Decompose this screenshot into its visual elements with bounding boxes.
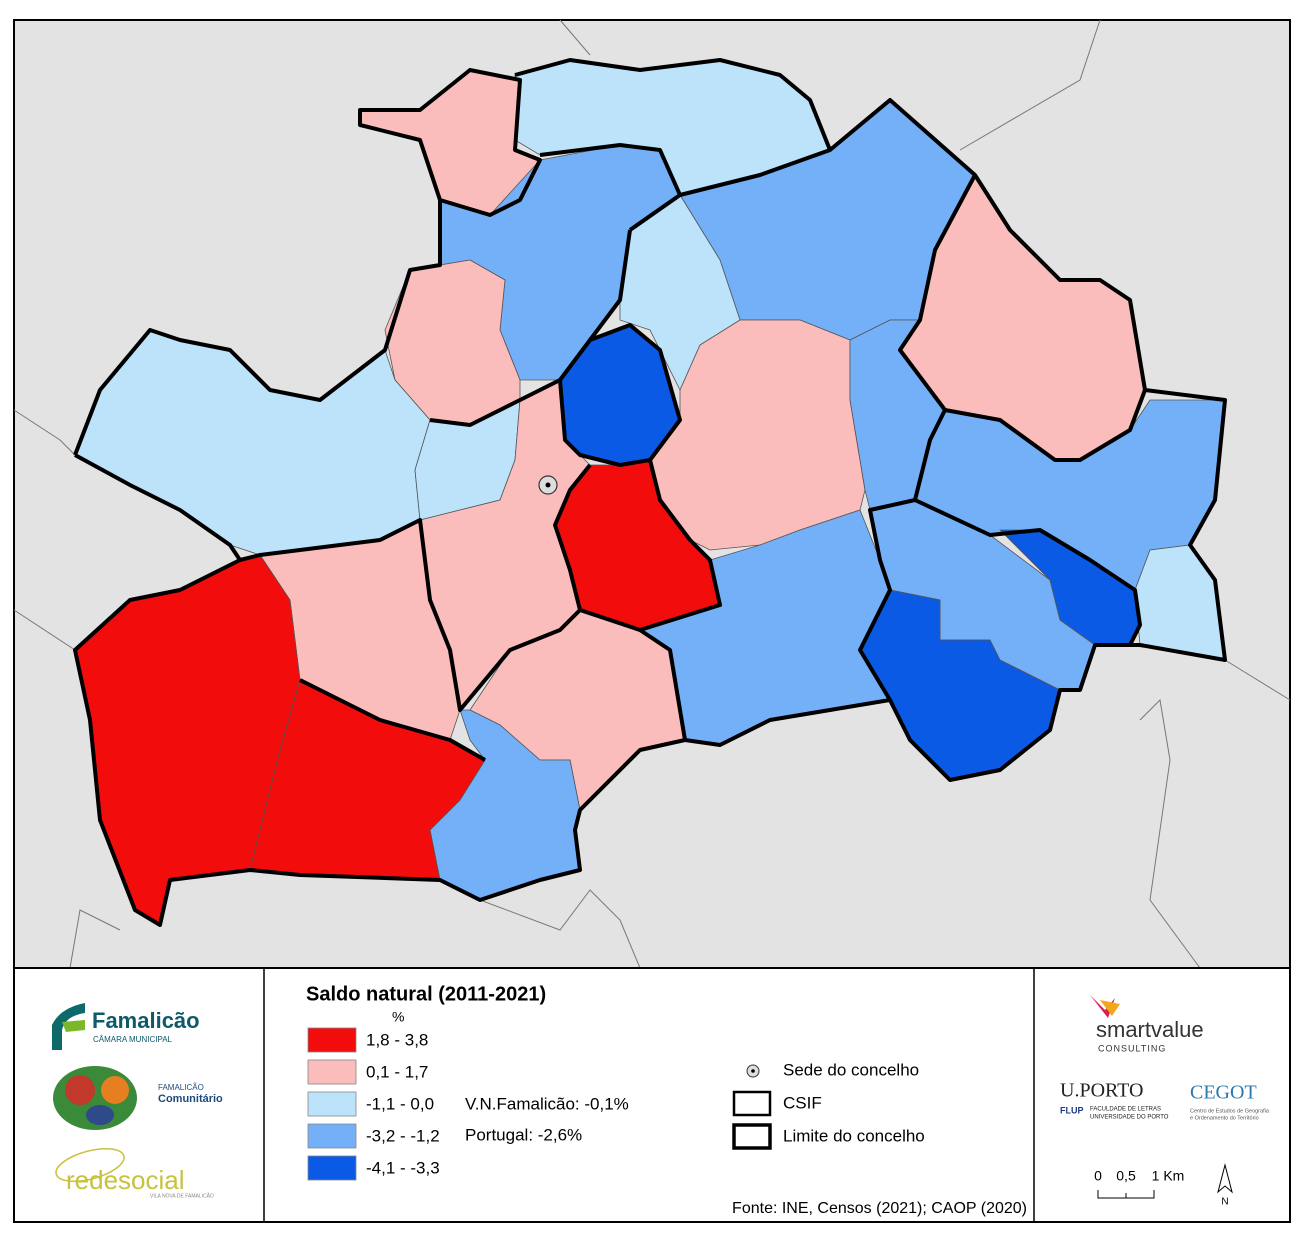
logo-text: CONSULTING (1098, 1043, 1166, 1053)
logo-mark (62, 1020, 85, 1032)
boundary (13, 409, 76, 456)
legend-panel (13, 967, 1291, 1223)
limit-legend-symbol (732, 1123, 772, 1150)
csif-line (944, 389, 1147, 462)
logo-text: VILA NOVA DE FAMALICÃO (150, 1192, 214, 1199)
logo-text: FAMALICÃO (158, 1083, 204, 1092)
logo-uporto: U.PORTO FLUP FACULDADE DE LETRAS UNIVERS… (1060, 1080, 1169, 1121)
legend-classes: 1,8 - 3,8 0,1 - 1,7 -1,1 - 0,0 -3,2 - -1,2 -… (307, 1027, 440, 1181)
legend-swatch (307, 1155, 357, 1181)
legend-swatch (307, 1059, 357, 1085)
logo-smartvalue: smartvalue CONSULTING (1090, 995, 1204, 1053)
legend-label: -4,1 - -3,3 (366, 1158, 440, 1177)
csif-line (429, 378, 561, 427)
logo-mark (86, 1105, 114, 1125)
scale-label: 1 Km (1152, 1168, 1185, 1184)
logo-comunitario: FAMALICÃO Comunitário (53, 1066, 223, 1130)
legend-symbol-label: Sede do concelho (783, 1060, 919, 1079)
logo-text: U.PORTO (1060, 1080, 1143, 1102)
legend-unit: % (392, 1009, 404, 1025)
csif-line (914, 498, 1142, 646)
boundary (13, 609, 76, 651)
csif-line (638, 628, 687, 741)
boundary (69, 909, 121, 969)
csif-line (588, 229, 632, 342)
logo-mark (55, 1147, 125, 1183)
scale-label: 0,5 (1116, 1168, 1136, 1184)
legend-label: 1,8 - 3,8 (366, 1030, 428, 1049)
north-mark (1217, 1163, 1233, 1194)
boundary (559, 19, 591, 56)
logo-mark (101, 1076, 129, 1104)
regions (74, 59, 1226, 926)
north-arrow: N (1217, 1163, 1233, 1208)
legend-label: 0,1 - 1,7 (366, 1062, 428, 1081)
legend-swatch (307, 1027, 357, 1053)
north-label: N (1221, 1197, 1228, 1208)
logo-mark (65, 1075, 95, 1105)
seat-symbol-dot (545, 482, 551, 488)
scale-bar: 0 0,5 1 Km (1094, 1168, 1185, 1199)
legend-label: -3,2 - -1,2 (366, 1126, 440, 1145)
scale-line (1097, 1190, 1155, 1199)
logo-mark (1090, 995, 1115, 1018)
legend-title: Saldo natural (2011-2021) (306, 983, 546, 1005)
logo-redesocial: redesocial VILA NOVA DE FAMALICÃO (55, 1147, 214, 1199)
logo-text: Famalicão (92, 1008, 200, 1033)
logo-text: CEGOT (1190, 1082, 1257, 1104)
csif-line (858, 174, 977, 702)
legend-note: V.N.Famalicão: -0,1% (465, 1094, 629, 1113)
logo-text: Comunitário (158, 1093, 223, 1105)
logo-text: FLUP (1060, 1105, 1084, 1115)
legend-swatch (307, 1123, 357, 1149)
csif-line (299, 678, 486, 762)
csif-boundaries (73, 58, 1227, 927)
logo-text: UNIVERSIDADE DO PORTO (1090, 1115, 1169, 1121)
region (384, 259, 521, 426)
seat-legend-symbol-dot (751, 1069, 755, 1073)
logo-text: redesocial (66, 1165, 185, 1195)
legend-swatch (307, 1091, 357, 1117)
logo-text: smartvalue (1096, 1017, 1204, 1042)
csif-legend-symbol (732, 1090, 772, 1117)
logo-text: FACULDADE DE LETRAS (1090, 1107, 1161, 1113)
boundary (1139, 698, 1201, 969)
legend-label: -1,1 - 0,0 (366, 1094, 434, 1113)
csif-line (558, 323, 682, 467)
boundary (479, 889, 641, 969)
logo-mark (52, 1003, 85, 1050)
boundary (959, 19, 1101, 151)
logo-text: CÂMARA MUNICIPAL (93, 1035, 173, 1044)
csif-line (73, 68, 542, 456)
csif-line (539, 143, 682, 232)
csif-line (239, 518, 582, 712)
logo-mark (1100, 1000, 1120, 1016)
legend-symbol-label: Limite do concelho (783, 1126, 925, 1145)
logo-text: e Ordenamento do Território (1190, 1115, 1259, 1121)
logo-text: Centro de Estudos de Geografia (1190, 1108, 1270, 1114)
csif-line (679, 148, 831, 197)
logo-famalicao: Famalicão CÂMARA MUNICIPAL (52, 1003, 200, 1050)
legend-note: Portugal: -2,6% (465, 1125, 582, 1144)
source: Fonte: INE, Censos (2021); CAOP (2020) (732, 1200, 1027, 1217)
scale-label: 0 (1094, 1168, 1102, 1184)
boundary (1224, 659, 1291, 701)
legend-symbol-label: CSIF (783, 1093, 822, 1112)
outer-boundaries (13, 19, 1291, 969)
logo-cegot: CEGOT Centro de Estudos de Geografia e O… (1190, 1082, 1270, 1122)
